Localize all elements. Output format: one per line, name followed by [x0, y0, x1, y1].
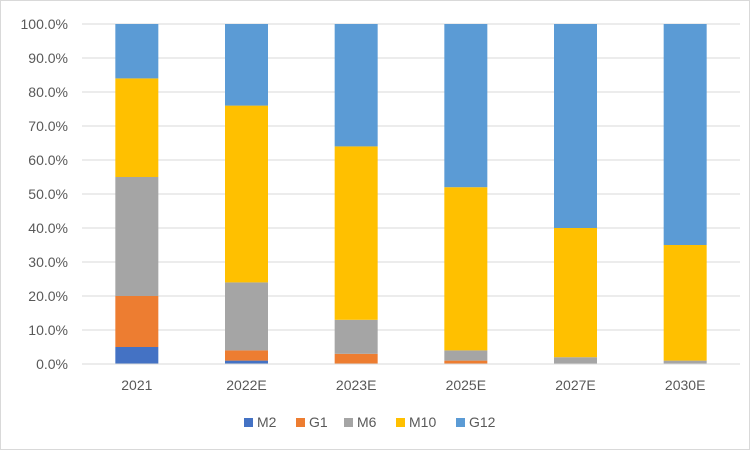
- x-tick-label: 2025E: [446, 377, 486, 393]
- bar-segment-g1: [444, 360, 488, 364]
- bar-segment-m10: [663, 245, 707, 361]
- bar-segment-m6: [663, 360, 707, 364]
- y-axis: 0.0% 10.0% 20.0% 30.0% 40.0% 50.0% 60.0% 70.0% 8…: [21, 16, 68, 372]
- bars: [115, 24, 707, 364]
- gridlines: [82, 23, 740, 365]
- y-tick-label: 30.0%: [28, 254, 68, 270]
- x-tick-label: 2022E: [226, 377, 266, 393]
- legend-item-g1: G1: [296, 414, 328, 430]
- bar-segment-m10: [225, 105, 268, 283]
- bar-segment-g1: [334, 353, 378, 364]
- bar-segment-m6: [115, 177, 159, 296]
- legend-label: G1: [309, 414, 328, 430]
- legend-label: M10: [409, 414, 436, 430]
- legend-label: G12: [469, 414, 496, 430]
- bar-segment-m6: [444, 350, 488, 361]
- bar-segment-g12: [334, 24, 378, 147]
- bar-segment-g12: [115, 24, 159, 79]
- bar-segment-m6: [334, 319, 378, 354]
- bar-segment-g12: [225, 24, 268, 106]
- y-tick-label: 40.0%: [28, 220, 68, 236]
- legend-swatch: [456, 418, 465, 427]
- bar-segment-m10: [334, 146, 378, 320]
- y-tick-label: 60.0%: [28, 152, 68, 168]
- bar-segment-m10: [554, 228, 597, 358]
- legend-item-m10: M10: [396, 414, 436, 430]
- bar-segment-m6: [554, 357, 597, 364]
- bar-segment-g12: [554, 24, 597, 228]
- legend-swatch: [296, 418, 305, 427]
- legend-item-m6: M6: [344, 414, 377, 430]
- y-tick-label: 80.0%: [28, 84, 68, 100]
- legend-item-m2: M2: [244, 414, 277, 430]
- y-tick-label: 50.0%: [28, 186, 68, 202]
- bar-segment-m2: [115, 347, 159, 364]
- x-tick-label: 2027E: [555, 377, 595, 393]
- bar-segment-m10: [115, 78, 159, 177]
- y-tick-label: 0.0%: [36, 356, 68, 372]
- x-axis: 2021 2022E 2023E 2025E 2027E 2030E: [82, 363, 740, 393]
- legend-swatch: [396, 418, 405, 427]
- bar-segment-m6: [225, 282, 268, 351]
- bar-segment-g1: [115, 296, 159, 347]
- y-tick-label: 100.0%: [21, 16, 68, 32]
- y-tick-label: 10.0%: [28, 322, 68, 338]
- bar-segment-g12: [663, 24, 707, 245]
- bar-segment-g1: [225, 350, 268, 361]
- y-tick-label: 20.0%: [28, 288, 68, 304]
- bar-segment-m10: [444, 187, 488, 351]
- x-tick-label: 2030E: [665, 377, 705, 393]
- x-tick-label: 2023E: [336, 377, 376, 393]
- legend-swatch: [244, 418, 253, 427]
- bar-segment-m2: [225, 360, 268, 364]
- x-tick-label: 2021: [121, 377, 152, 393]
- bar-segment-g12: [444, 24, 488, 188]
- legend-swatch: [344, 418, 353, 427]
- y-tick-label: 70.0%: [28, 118, 68, 134]
- legend: M2 G1 M6 M10 G12: [244, 414, 496, 430]
- legend-item-g12: G12: [456, 414, 496, 430]
- legend-label: M6: [357, 414, 377, 430]
- legend-label: M2: [257, 414, 277, 430]
- y-tick-label: 90.0%: [28, 50, 68, 66]
